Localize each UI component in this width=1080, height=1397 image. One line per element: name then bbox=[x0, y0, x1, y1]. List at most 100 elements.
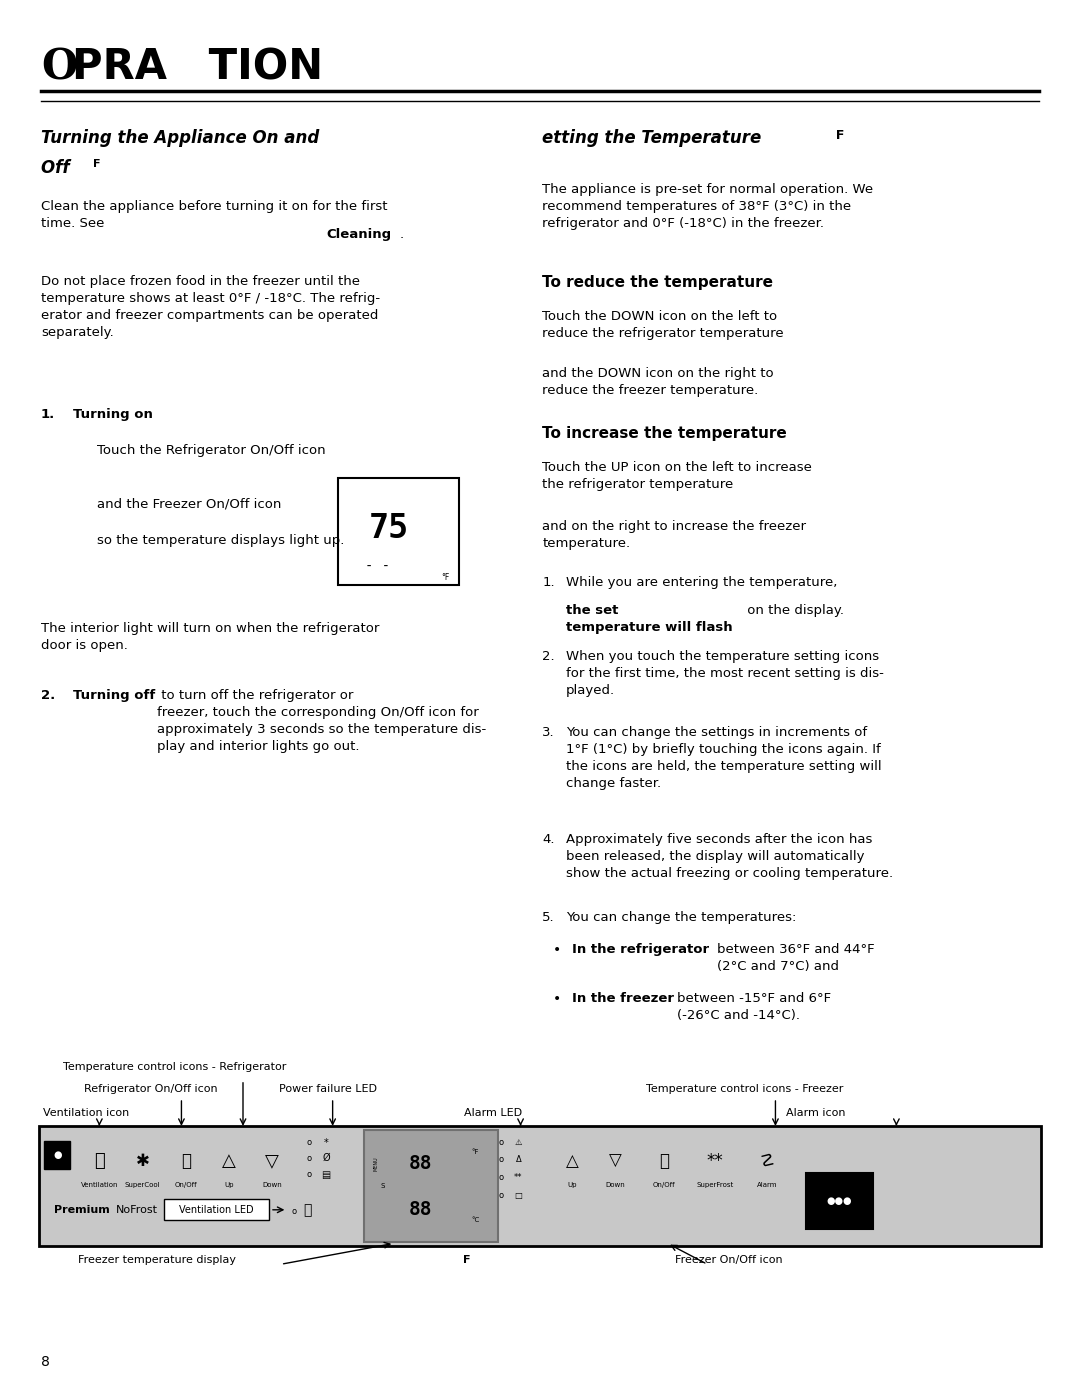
Text: between 36°F and 44°F
(2°C and 7°C) and: between 36°F and 44°F (2°C and 7°C) and bbox=[717, 943, 875, 972]
FancyBboxPatch shape bbox=[364, 1130, 498, 1242]
Text: •: • bbox=[553, 992, 562, 1006]
Text: Ventilation: Ventilation bbox=[81, 1182, 118, 1187]
Text: Power failure LED: Power failure LED bbox=[279, 1084, 377, 1094]
Text: ⚠: ⚠ bbox=[515, 1139, 522, 1147]
Text: Touch the Refrigerator On/Off icon: Touch the Refrigerator On/Off icon bbox=[97, 444, 326, 457]
FancyBboxPatch shape bbox=[44, 1141, 70, 1169]
Text: You can change the temperatures:: You can change the temperatures: bbox=[566, 911, 796, 923]
Text: F: F bbox=[93, 159, 100, 169]
Text: □: □ bbox=[514, 1192, 523, 1200]
Text: .: . bbox=[400, 228, 404, 240]
Text: etting the Temperature: etting the Temperature bbox=[542, 129, 761, 147]
Text: Turning on: Turning on bbox=[73, 408, 153, 420]
Text: Turning the Appliance On and: Turning the Appliance On and bbox=[41, 129, 320, 147]
Text: You can change the settings in increments of
1°F (1°C) by briefly touching the i: You can change the settings in increment… bbox=[566, 726, 881, 791]
Text: 1.: 1. bbox=[542, 576, 555, 588]
Text: o: o bbox=[499, 1173, 503, 1182]
Text: 5.: 5. bbox=[542, 911, 555, 923]
FancyBboxPatch shape bbox=[164, 1199, 269, 1220]
Text: Clean the appliance before turning it on for the first
time. See: Clean the appliance before turning it on… bbox=[41, 200, 388, 229]
Text: o: o bbox=[499, 1139, 503, 1147]
Text: SuperCool: SuperCool bbox=[125, 1182, 160, 1187]
Text: In the freezer: In the freezer bbox=[572, 992, 674, 1004]
Text: 8: 8 bbox=[41, 1355, 50, 1369]
Text: Turning off: Turning off bbox=[73, 689, 156, 701]
Text: The interior light will turn on when the refrigerator
door is open.: The interior light will turn on when the… bbox=[41, 622, 379, 651]
Text: 3.: 3. bbox=[542, 726, 555, 739]
Text: Approximately five seconds after the icon has
been released, the display will au: Approximately five seconds after the ico… bbox=[566, 833, 893, 880]
Text: The appliance is pre-set for normal operation. We
recommend temperatures of 38°F: The appliance is pre-set for normal oper… bbox=[542, 183, 874, 231]
Text: ☡: ☡ bbox=[759, 1153, 774, 1169]
Text: and on the right to increase the freezer
temperature.: and on the right to increase the freezer… bbox=[542, 520, 806, 549]
Text: •: • bbox=[553, 943, 562, 957]
Text: o: o bbox=[292, 1207, 296, 1215]
Text: Cleaning: Cleaning bbox=[326, 228, 391, 240]
Text: Freezer temperature display: Freezer temperature display bbox=[78, 1255, 235, 1264]
Text: - -: - - bbox=[365, 559, 390, 573]
Text: Ventilation icon: Ventilation icon bbox=[43, 1108, 130, 1118]
Text: °F: °F bbox=[441, 573, 449, 583]
Text: Δ: Δ bbox=[515, 1155, 522, 1164]
Text: O: O bbox=[41, 46, 78, 88]
Text: Freezer On/Off icon: Freezer On/Off icon bbox=[675, 1255, 783, 1264]
Text: ⏻: ⏻ bbox=[659, 1153, 670, 1169]
Text: ▽: ▽ bbox=[609, 1153, 622, 1169]
FancyBboxPatch shape bbox=[338, 478, 459, 585]
Text: ⮨: ⮨ bbox=[303, 1203, 312, 1217]
Text: 88: 88 bbox=[409, 1200, 432, 1220]
Text: 1.: 1. bbox=[41, 408, 55, 420]
Text: Refrigerator On/Off icon: Refrigerator On/Off icon bbox=[84, 1084, 218, 1094]
Text: Premium: Premium bbox=[54, 1204, 110, 1215]
Text: Alarm LED: Alarm LED bbox=[464, 1108, 523, 1118]
Text: Off: Off bbox=[41, 159, 81, 177]
Text: ⮨: ⮨ bbox=[94, 1153, 105, 1169]
Text: Up: Up bbox=[225, 1182, 233, 1187]
FancyBboxPatch shape bbox=[806, 1173, 873, 1229]
Text: °C: °C bbox=[471, 1217, 480, 1224]
Text: Ø: Ø bbox=[322, 1153, 330, 1164]
Text: 88: 88 bbox=[409, 1154, 432, 1173]
Text: ●●●: ●●● bbox=[826, 1196, 852, 1207]
Text: ●: ● bbox=[53, 1150, 62, 1161]
Text: F: F bbox=[463, 1255, 470, 1264]
Text: SuperFrost: SuperFrost bbox=[697, 1182, 733, 1187]
Text: ✱: ✱ bbox=[136, 1153, 149, 1169]
Text: 2.: 2. bbox=[41, 689, 55, 701]
Text: Ventilation LED: Ventilation LED bbox=[178, 1204, 254, 1215]
Text: ▽: ▽ bbox=[266, 1153, 279, 1169]
Text: In the refrigerator: In the refrigerator bbox=[572, 943, 710, 956]
Text: Touch the DOWN icon on the left to
reduce the refrigerator temperature: Touch the DOWN icon on the left to reduc… bbox=[542, 310, 784, 339]
Text: △: △ bbox=[222, 1153, 235, 1169]
Text: 75: 75 bbox=[369, 511, 409, 545]
Text: Alarm: Alarm bbox=[757, 1182, 777, 1187]
Text: NoFrost: NoFrost bbox=[116, 1204, 158, 1215]
Text: Temperature control icons - Refrigerator: Temperature control icons - Refrigerator bbox=[63, 1062, 286, 1071]
Text: On/Off: On/Off bbox=[175, 1182, 197, 1187]
Text: ▤: ▤ bbox=[322, 1169, 330, 1180]
Text: o: o bbox=[307, 1154, 311, 1162]
Text: When you touch the temperature setting icons
for the first time, the most recent: When you touch the temperature setting i… bbox=[566, 650, 883, 697]
Text: **: ** bbox=[514, 1173, 523, 1182]
Text: Touch the UP icon on the left to increase
the refrigerator temperature: Touch the UP icon on the left to increas… bbox=[542, 461, 812, 490]
Text: o: o bbox=[307, 1139, 311, 1147]
Text: Alarm icon: Alarm icon bbox=[786, 1108, 846, 1118]
Text: o: o bbox=[307, 1171, 311, 1179]
Text: Down: Down bbox=[262, 1182, 282, 1187]
Text: △: △ bbox=[566, 1153, 579, 1169]
Text: **: ** bbox=[706, 1153, 724, 1169]
Text: To reduce the temperature: To reduce the temperature bbox=[542, 275, 773, 291]
Text: ⏻: ⏻ bbox=[180, 1153, 191, 1169]
Text: Temperature control icons - Freezer: Temperature control icons - Freezer bbox=[646, 1084, 843, 1094]
Text: o: o bbox=[499, 1155, 503, 1164]
Text: Down: Down bbox=[606, 1182, 625, 1187]
Text: and the Freezer On/Off icon: and the Freezer On/Off icon bbox=[97, 497, 282, 510]
Text: To increase the temperature: To increase the temperature bbox=[542, 426, 787, 441]
Text: the set
temperature will flash: the set temperature will flash bbox=[566, 604, 732, 633]
Text: MENU: MENU bbox=[374, 1155, 379, 1171]
Text: S: S bbox=[380, 1183, 384, 1189]
Text: Up: Up bbox=[568, 1182, 577, 1187]
Text: so the temperature displays light up.: so the temperature displays light up. bbox=[97, 534, 345, 546]
Text: Do not place frozen food in the freezer until the
temperature shows at least 0°F: Do not place frozen food in the freezer … bbox=[41, 275, 380, 339]
Text: 2.: 2. bbox=[542, 650, 555, 662]
Text: between -15°F and 6°F
(-26°C and -14°C).: between -15°F and 6°F (-26°C and -14°C). bbox=[677, 992, 832, 1021]
